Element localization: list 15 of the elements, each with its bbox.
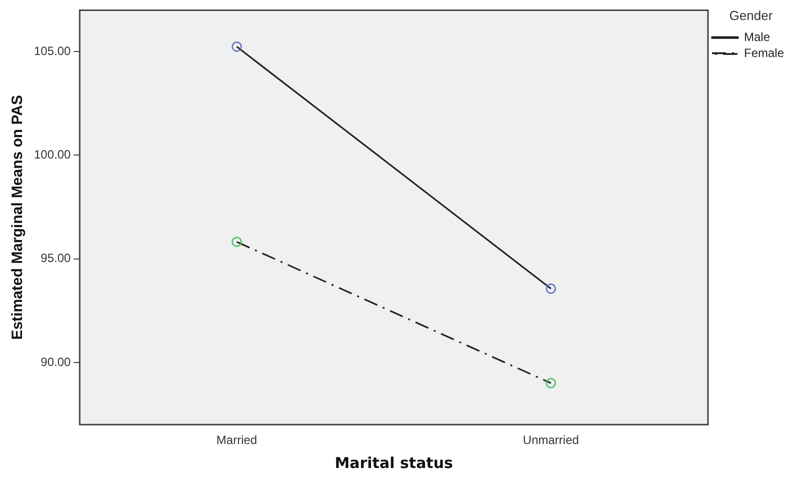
- x-axis-title: Marital status: [334, 454, 454, 472]
- y-tick-label: 95.00: [40, 251, 72, 266]
- legend-label: Female: [744, 46, 784, 60]
- point: [232, 236, 242, 247]
- y-tick-label: 105.00: [34, 44, 72, 58]
- point: [546, 378, 556, 388]
- y-tick-label: 90.00: [40, 354, 72, 369]
- y-axis-title: Estimated Marginal Means on PAS: [9, 95, 26, 340]
- y-tick-label: 100.00: [34, 148, 72, 162]
- x-tick-label: Married: [216, 433, 258, 448]
- legend-title: Gender: [729, 8, 774, 24]
- legend-label: Male: [744, 30, 770, 44]
- x-tick-label: Unmarried: [522, 433, 579, 448]
- point: [232, 42, 242, 52]
- point: [546, 284, 556, 294]
